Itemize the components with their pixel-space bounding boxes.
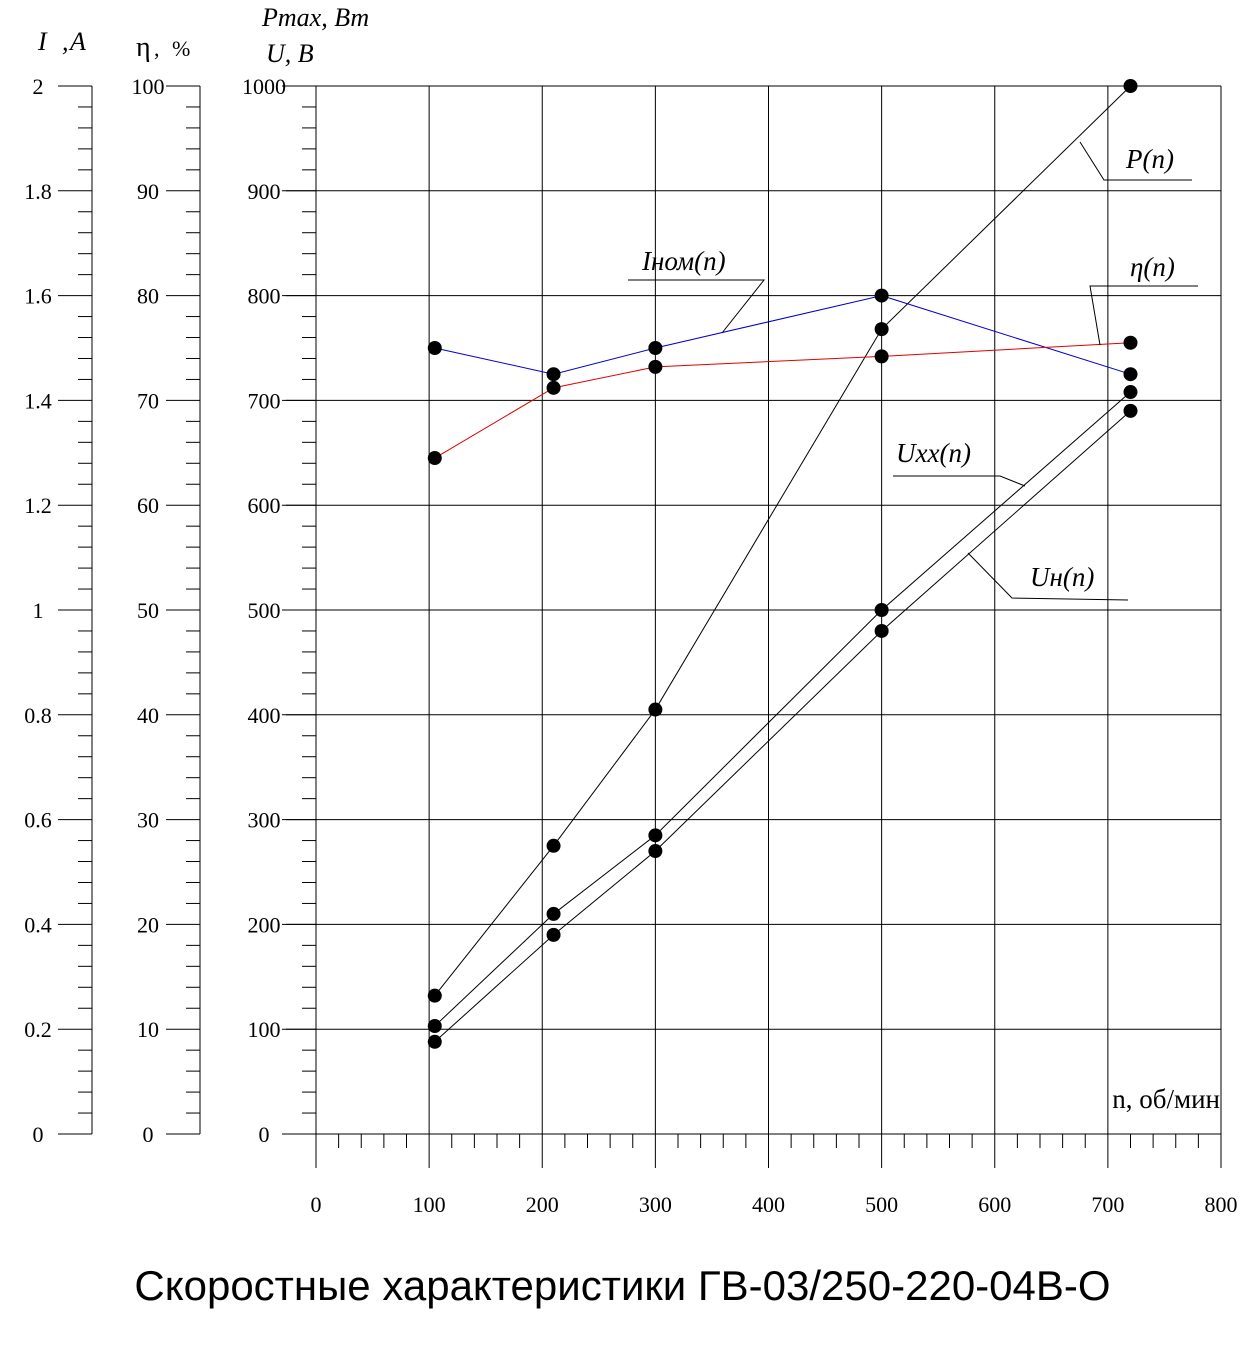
data-point (874, 288, 889, 303)
x-tick-label: 400 (752, 1192, 785, 1217)
data-point (427, 341, 442, 355)
data-point (1123, 403, 1138, 418)
efficiency-tick-label: 20 (137, 912, 159, 937)
curve-label: P(n) (1125, 144, 1174, 174)
series-layer (427, 79, 1138, 1049)
efficiency-tick-label: 30 (137, 808, 159, 833)
efficiency-tick-label: 40 (137, 703, 159, 728)
power_voltage-tick-label: 1000 (242, 74, 286, 99)
x-tick-label: 500 (865, 1192, 898, 1217)
data-point (648, 341, 663, 355)
efficiency-axis-title-comma: , (154, 36, 160, 61)
x-tick-label: 600 (978, 1192, 1011, 1217)
power_voltage-tick-label: 900 (248, 179, 281, 204)
efficiency-tick-label: 0 (143, 1122, 154, 1147)
data-point (546, 838, 561, 853)
power_voltage-tick-label: 500 (248, 598, 281, 623)
efficiency-tick-label: 90 (137, 179, 159, 204)
curve-label-leader (1089, 285, 1198, 346)
current-tick-label: 2 (33, 74, 44, 99)
data-point (648, 828, 663, 843)
current-tick-label: 0.2 (24, 1017, 52, 1042)
data-point (427, 1034, 442, 1049)
data-point (874, 349, 889, 364)
data-point (648, 702, 663, 717)
data-point (1123, 335, 1138, 350)
power_voltage-tick-label: 200 (248, 912, 281, 937)
efficiency-tick-label: 60 (137, 493, 159, 518)
power_voltage-tick-label: 0 (259, 1122, 270, 1147)
data-point (648, 359, 663, 374)
power_voltage-tick-label: 100 (248, 1017, 281, 1042)
efficiency-tick-label: 10 (137, 1017, 159, 1042)
current-tick-label: 1.6 (24, 284, 52, 309)
power_voltage-tick-label: 800 (248, 284, 281, 309)
data-point (874, 322, 889, 337)
series-line (434, 85, 1131, 996)
series-line (434, 391, 1131, 1027)
data-point (1123, 385, 1138, 400)
efficiency-tick-label: 70 (137, 388, 159, 413)
current-axis-title-main: I (37, 27, 48, 56)
curve-label: Uxx(n) (896, 438, 971, 468)
data-point (546, 380, 561, 395)
current-tick-label: 1.4 (24, 388, 52, 413)
efficiency-tick-label: 80 (137, 284, 159, 309)
series-line (434, 295, 1131, 375)
x-tick-label: 200 (526, 1192, 559, 1217)
axes: 00.20.40.60.811.21.41.61.820102030405060… (24, 74, 1237, 1217)
current-tick-label: 1.2 (24, 493, 52, 518)
curve-label-leader (628, 279, 766, 334)
data-point (427, 1019, 442, 1034)
current-tick-label: 0.6 (24, 808, 52, 833)
power_voltage-tick-label: 700 (248, 388, 281, 413)
data-point (546, 927, 561, 942)
efficiency-axis-title-unit: % (172, 36, 190, 61)
power-voltage-axis-title-line1: Pmax, Вт (261, 3, 369, 32)
efficiency-axis-title-main: η (136, 32, 151, 63)
current-tick-label: 1 (33, 598, 44, 623)
current-tick-label: 0 (33, 1122, 44, 1147)
curve-label-leader (893, 475, 1026, 487)
current-tick-label: 0.4 (24, 912, 52, 937)
x-tick-label: 0 (311, 1192, 322, 1217)
data-point (546, 906, 561, 921)
data-point (648, 844, 663, 859)
grid (286, 85, 1222, 1135)
data-point (427, 451, 442, 466)
curve-label-leader (1079, 141, 1192, 181)
current-tick-label: 0.8 (24, 703, 52, 728)
data-point (874, 603, 889, 617)
curve-label: η(n) (1130, 252, 1175, 282)
curve-labels: P(n) Iном(n) η(n) Uxx(n) Uн(n) (628, 141, 1198, 601)
chart-title: Скоростные характеристики ГВ-03/250-220-… (134, 1262, 1111, 1309)
curve-label: Iном(n) (641, 246, 726, 276)
x-axis-title: n, об/мин (1112, 1084, 1220, 1114)
efficiency-tick-label: 50 (137, 598, 159, 623)
data-point (874, 623, 889, 638)
x-tick-label: 800 (1205, 1192, 1238, 1217)
data-point (1123, 367, 1138, 382)
power_voltage-tick-label: 600 (248, 493, 281, 518)
current-axis-title-comma: , (62, 27, 69, 56)
power_voltage-tick-label: 400 (248, 703, 281, 728)
efficiency-tick-label: 100 (132, 74, 165, 99)
data-point (1123, 79, 1138, 93)
current-tick-label: 1.8 (24, 179, 52, 204)
curve-label: Uн(n) (1030, 562, 1094, 592)
current-axis-title-unit: A (68, 27, 86, 56)
x-tick-label: 300 (639, 1192, 672, 1217)
curve-label-leader (967, 552, 1129, 601)
power_voltage-tick-label: 300 (248, 808, 281, 833)
data-point (546, 367, 561, 382)
data-point (427, 988, 442, 1003)
x-tick-label: 700 (1091, 1192, 1124, 1217)
power-voltage-axis-title-line2: U, В (266, 39, 314, 68)
x-tick-label: 100 (413, 1192, 446, 1217)
